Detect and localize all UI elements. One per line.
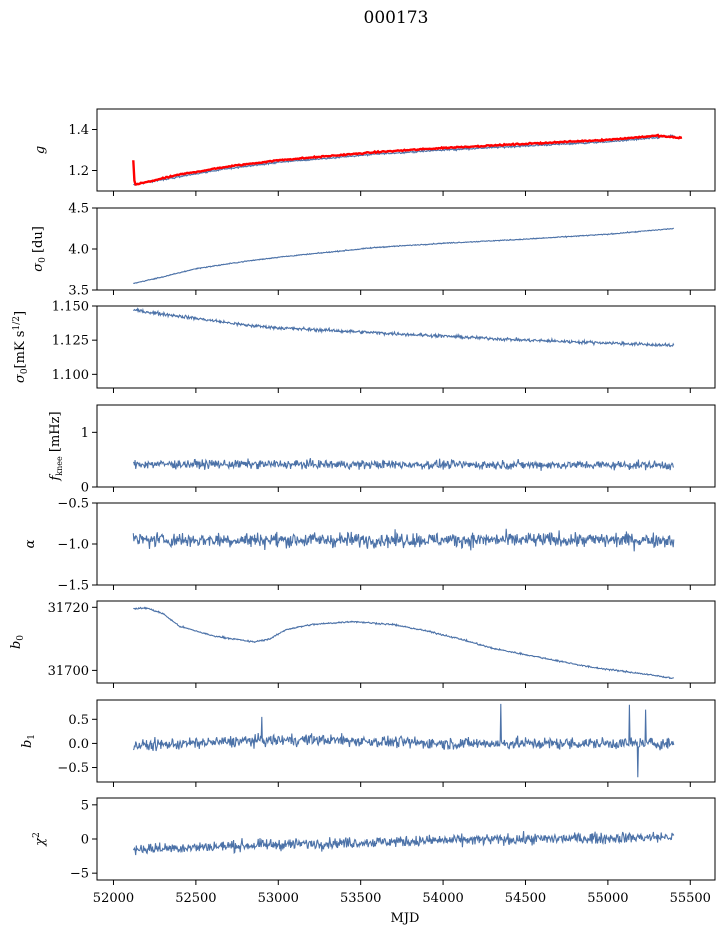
series-line	[132, 703, 675, 778]
y-tick-label: 3.5	[68, 284, 89, 299]
y-tick-label: 0.0	[68, 737, 89, 752]
y-axis-label: α	[23, 539, 38, 548]
x-tick-label: 54000	[422, 891, 463, 906]
plot-frame	[96, 207, 716, 291]
y-axis-label: b1	[20, 734, 37, 748]
series-line	[132, 458, 675, 471]
y-tick-label: 4.0	[68, 243, 89, 258]
y-tick-label: 1.150	[52, 300, 89, 315]
y-axis-label: b0	[9, 635, 26, 649]
x-tick-label: 54500	[505, 891, 546, 906]
y-tick-label: −0.5	[57, 761, 89, 776]
series-line	[133, 606, 674, 680]
x-tick-label: 52500	[175, 891, 216, 906]
y-tick-label: −1.0	[57, 538, 89, 553]
y-tick-label: 1.100	[52, 368, 89, 383]
x-tick-label: 55000	[587, 891, 628, 906]
plot-frame	[96, 699, 716, 783]
y-axis-label: g	[33, 146, 48, 154]
panel-sigma0_du: 3.5 4.0 4.5 σ0 [du]	[31, 202, 716, 299]
y-tick-label: 0.5	[68, 713, 89, 728]
y-axis-label: σ0[mK s1/2]	[12, 311, 30, 383]
panel-sigma0_mk: 1.100 1.125 1.150 σ0[mK s1/2]	[12, 300, 716, 393]
panel-chi2: −5 0 5 χ2	[32, 797, 716, 885]
y-tick-label: 4.5	[68, 202, 89, 217]
y-tick-label: 1.4	[68, 123, 89, 138]
plot-frame	[96, 600, 716, 684]
series-line	[132, 307, 675, 348]
x-axis: 52000 52500 53000 53500 54000 54500 55000 55500	[93, 891, 711, 906]
panel-b1: −0.5 0.0 0.5 b1	[20, 699, 716, 787]
y-tick-label: 1	[81, 426, 89, 441]
panel-alpha: −1.5 −1.0 −0.5 α	[23, 497, 716, 594]
y-tick-label: −5	[70, 867, 89, 882]
y-tick-label: 5	[81, 798, 89, 813]
x-tick-label: 55500	[670, 891, 711, 906]
series-line	[132, 831, 675, 856]
y-tick-label: 1.125	[52, 334, 89, 349]
series-line	[133, 227, 674, 284]
highlight-series-line	[132, 133, 683, 186]
y-tick-label: −0.5	[57, 497, 89, 512]
y-tick-label: 0	[81, 833, 89, 848]
y-tick-label: 1.2	[68, 164, 89, 179]
y-axis-label: σ0 [du]	[31, 226, 48, 272]
y-axis-label: fknee [mHz]	[48, 411, 64, 481]
y-tick-label: 31700	[48, 664, 89, 679]
x-tick-label: 52000	[93, 891, 134, 906]
series-line	[133, 133, 675, 186]
plot-frame	[96, 305, 716, 389]
series-line	[132, 528, 675, 552]
y-tick-label: −1.5	[57, 579, 89, 594]
panels: 1.2 1.4 g 3.5 4.0 4.5 σ0 [du] 1.100 1.125 1.150 σ0…	[9, 108, 716, 885]
plot-frame	[96, 108, 716, 192]
chart-title: 000173	[364, 8, 429, 28]
panel-b0: 31700 31720 b0	[9, 600, 716, 688]
panel-fknee: 0 1 fknee [mHz]	[48, 404, 716, 496]
y-tick-label: 0	[81, 481, 89, 496]
x-tick-label: 53000	[258, 891, 299, 906]
y-tick-label: 31720	[48, 601, 89, 616]
x-axis-label: MJD	[391, 911, 420, 926]
plot-frame	[96, 404, 716, 488]
x-tick-label: 53500	[340, 891, 381, 906]
panel-g: 1.2 1.4 g	[33, 108, 716, 196]
y-axis-label: χ2	[32, 832, 48, 847]
